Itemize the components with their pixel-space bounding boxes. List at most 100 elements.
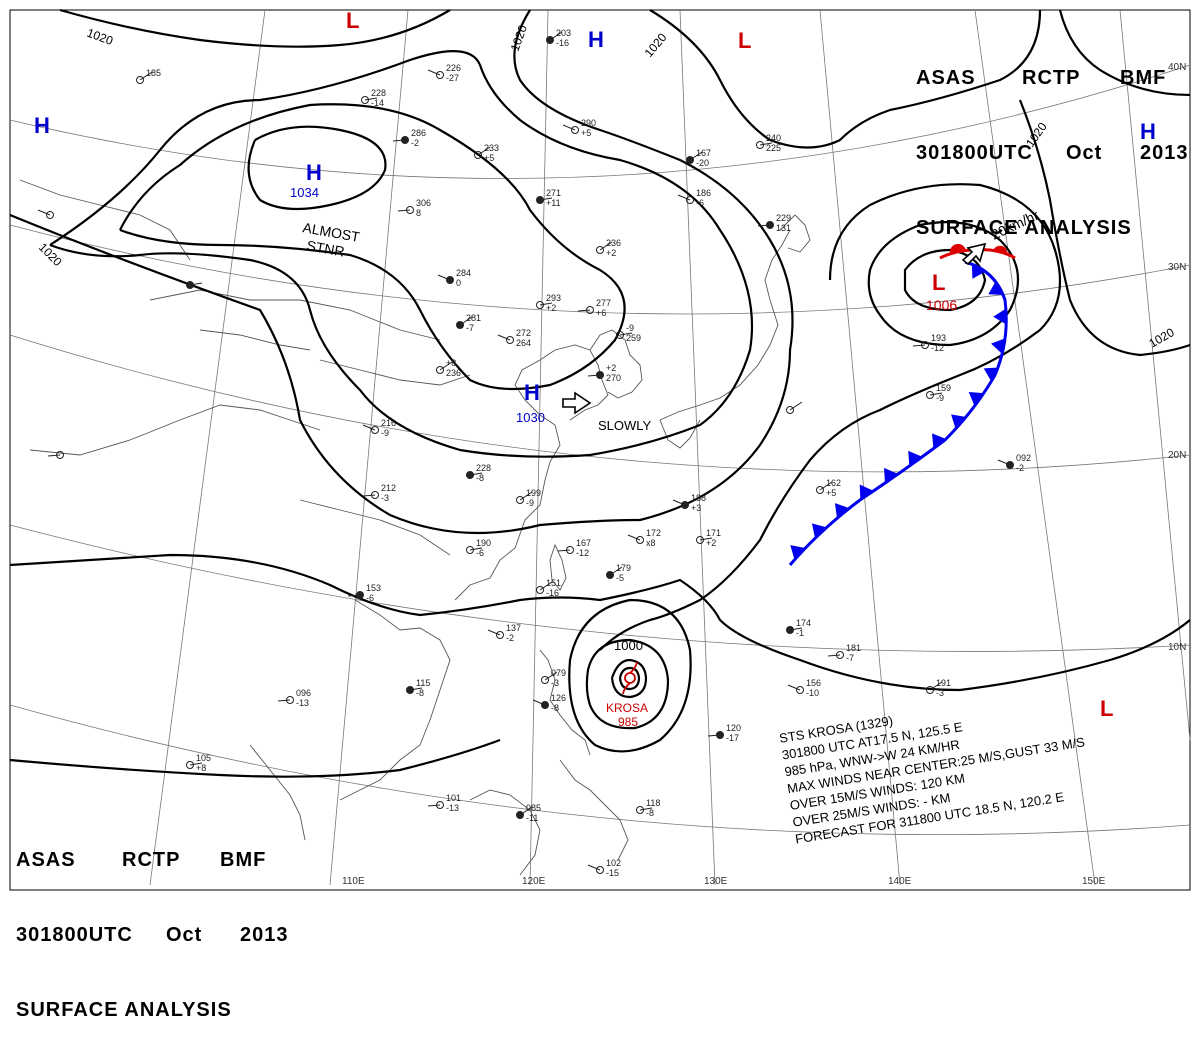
- cold-front-triangle: [811, 523, 827, 539]
- isobar-1024: [49, 50, 754, 458]
- meridian-110e: [329, 9, 409, 886]
- station-value: +5: [581, 128, 591, 138]
- coast-borneo: [469, 789, 541, 876]
- wind-barb: [427, 69, 441, 76]
- isobar-label: 1020: [85, 26, 115, 48]
- station-value: -16: [546, 588, 559, 598]
- wind-barb: [577, 309, 591, 312]
- high-center-symbol: H: [306, 160, 322, 185]
- chart-header-bottom-left: ASAS RCTP BMF 301800UTC Oct 2013 SURFACE…: [16, 798, 289, 1048]
- isobar-north-east-high: [649, 9, 1042, 149]
- station-value: 264: [516, 338, 531, 348]
- station-value: 162: [826, 478, 841, 488]
- coast-philippines-luzon: [539, 649, 591, 756]
- arrow-high-1030: [562, 391, 592, 415]
- isobar-label: 1020: [508, 23, 530, 53]
- station-value: 226: [446, 63, 461, 73]
- isobar-label: 1000: [614, 638, 643, 653]
- wind-barb: [759, 142, 773, 146]
- station-value: 240: [766, 133, 781, 143]
- station-value: +5: [484, 153, 494, 163]
- lon-label: 140E: [888, 876, 912, 887]
- cold-front-triangle: [991, 338, 1006, 354]
- station-value: 096: [296, 688, 311, 698]
- wind-barb: [929, 681, 943, 691]
- lon-label: 110E: [342, 876, 365, 887]
- coast-taiwan: [549, 543, 567, 591]
- wind-barb: [627, 534, 641, 541]
- isobar-low-1008: [903, 248, 987, 312]
- station-value: 290: [581, 118, 596, 128]
- coast-philippines-south: [559, 759, 629, 861]
- header-agency: ASAS: [916, 67, 976, 89]
- station-value: +5: [826, 488, 836, 498]
- wind-barb: [827, 654, 841, 657]
- wind-barb: [362, 494, 376, 497]
- cold-front-triangle: [993, 308, 1007, 325]
- station-circle: [436, 366, 444, 374]
- river-2: [199, 329, 311, 351]
- wind-barb: [549, 31, 563, 41]
- station-circle: [516, 496, 524, 504]
- wind-barb: [469, 547, 483, 551]
- lon-label: 120E: [522, 876, 546, 887]
- wind-barb: [497, 334, 511, 341]
- wind-barb: [519, 806, 533, 816]
- typhoon-symbol: KROSA 985: [606, 661, 648, 729]
- wind-barb: [707, 734, 721, 737]
- station-value: -2: [1016, 463, 1024, 473]
- station-value: +2: [606, 363, 616, 373]
- warm-front-bump-2: [993, 245, 1008, 255]
- arrow-low-1006: [961, 242, 987, 266]
- station-value: 259: [626, 333, 641, 343]
- wind-barb: [37, 209, 51, 216]
- station-value: 181: [846, 643, 861, 653]
- station-circle: [436, 71, 444, 79]
- station-value: 193: [931, 333, 946, 343]
- coast-sumatra-malaysia: [249, 744, 306, 841]
- cold-front-triangle: [971, 263, 986, 279]
- station-value: -6: [476, 548, 484, 558]
- station-value: 293: [546, 293, 561, 303]
- station-value: -9: [626, 323, 634, 333]
- station-circle: [541, 676, 549, 684]
- wind-barb: [587, 374, 601, 377]
- station-value: 272: [516, 328, 531, 338]
- isobar-south-big: [9, 553, 1191, 692]
- cold-front-line: [788, 260, 1008, 566]
- map-frame: [9, 9, 1191, 891]
- meridian-100e: [149, 9, 266, 886]
- station-value: 233: [484, 143, 499, 153]
- station-circle: [474, 151, 482, 159]
- isobar-east-1020: [1018, 99, 1191, 357]
- station-value: 185: [146, 68, 161, 78]
- station-value: -12: [576, 548, 589, 558]
- station-circle: [636, 536, 644, 544]
- wind-barb: [189, 762, 203, 766]
- header-month: Oct: [1066, 142, 1103, 164]
- wind-barb: [427, 804, 441, 807]
- isobar-typhoon-inner2: [618, 666, 641, 691]
- station-value: +2: [546, 303, 556, 313]
- border-1: [149, 289, 441, 341]
- isobar-1036-north: [59, 8, 451, 48]
- isobar-label: 1020: [36, 240, 65, 269]
- wind-barb: [672, 499, 686, 506]
- station-value: -9: [526, 498, 534, 508]
- meridian-150e: [974, 9, 1096, 886]
- station-value: -16: [556, 38, 569, 48]
- header-year: 2013: [1140, 142, 1189, 164]
- lat-label: 10N: [1168, 642, 1186, 653]
- station-value: 105: [196, 753, 211, 763]
- station-value: -6: [696, 198, 704, 208]
- station-circle: [926, 686, 934, 694]
- station-value: 102: [606, 858, 621, 868]
- station-value: x8: [646, 538, 656, 548]
- station-value: 118: [646, 798, 660, 808]
- station-value: -9: [936, 393, 944, 403]
- cold-front: [788, 260, 1008, 566]
- station-value: -8: [646, 808, 654, 818]
- warm-front: [939, 243, 1016, 260]
- station-value: 229: [776, 213, 791, 223]
- station-value: 126: [551, 693, 566, 703]
